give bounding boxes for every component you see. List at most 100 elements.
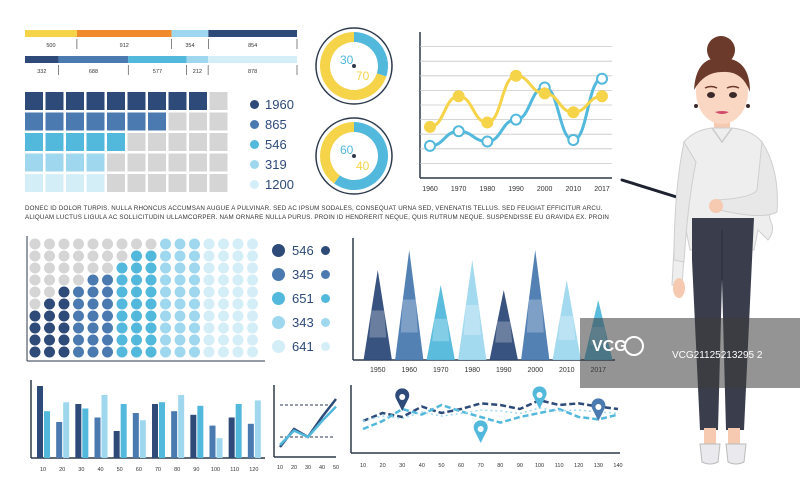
- x-tick-label: 1960: [401, 367, 417, 374]
- matrix-dot: [44, 262, 55, 274]
- dot-matrix-legend: 546 345 651 343 641: [272, 238, 342, 358]
- donut-label: 70: [356, 69, 370, 83]
- bar: [254, 400, 261, 458]
- matrix-dot: [116, 286, 128, 298]
- matrix-dot: [73, 346, 84, 358]
- right-ankle: [728, 428, 740, 446]
- legend-item: 345: [272, 262, 342, 286]
- segment-bar: [186, 56, 209, 63]
- x-tick-label: 10: [40, 467, 46, 473]
- matrix-dot: [102, 286, 113, 298]
- map-pin-hole: [399, 394, 406, 400]
- matrix-dot: [87, 298, 99, 310]
- grid-square: [66, 112, 84, 131]
- x-tick-label: 2017: [594, 186, 610, 193]
- grid-square: [189, 174, 207, 192]
- x-tick-label: 100: [211, 467, 220, 473]
- matrix-dot: [102, 310, 113, 322]
- matrix-dot: [189, 274, 200, 286]
- data-point: [424, 120, 436, 133]
- bar: [235, 404, 242, 458]
- matrix-dot: [218, 322, 229, 334]
- peak-band: [369, 310, 387, 338]
- right-shoe: [725, 443, 747, 465]
- matrix-dot: [247, 250, 258, 262]
- legend-item: 651: [272, 286, 342, 310]
- matrix-dot: [232, 262, 244, 274]
- x-tick-label: 130: [594, 463, 603, 469]
- grid-square: [86, 112, 105, 131]
- x-tick-label: 10: [277, 465, 283, 471]
- bar: [216, 438, 223, 458]
- x-tick-label: 100: [535, 463, 544, 469]
- grid-square: [25, 92, 43, 110]
- matrix-dot: [145, 334, 157, 346]
- matrix-dot: [73, 274, 84, 286]
- bar: [132, 413, 139, 458]
- matrix-dot: [29, 334, 41, 346]
- x-tick-label: 60: [136, 467, 142, 473]
- x-tick-label: 70: [478, 463, 484, 469]
- matrix-dot: [174, 238, 186, 250]
- matrix-dot: [102, 322, 113, 334]
- matrix-dot: [29, 286, 41, 298]
- matrix-dot: [73, 262, 84, 274]
- matrix-dot: [218, 250, 229, 262]
- grid-square: [189, 112, 207, 131]
- matrix-dot: [131, 298, 142, 310]
- bar: [197, 405, 204, 458]
- donut-outline: [315, 27, 393, 105]
- donut-label: 60: [340, 143, 354, 157]
- legend-dot-small: [320, 317, 330, 327]
- matrix-dot: [44, 322, 55, 334]
- data-point: [567, 106, 580, 119]
- matrix-dot: [218, 346, 229, 358]
- grid-square: [25, 153, 43, 172]
- grid-square: [45, 133, 64, 151]
- grid-square: [86, 133, 105, 151]
- legend-dot: [250, 159, 259, 169]
- matrix-dot: [189, 286, 200, 298]
- matrix-dot: [116, 262, 128, 274]
- bar: [94, 417, 101, 458]
- matrix-dot: [189, 250, 200, 262]
- legend-dot: [250, 99, 259, 109]
- matrix-dot: [203, 298, 215, 310]
- legend-dot: [272, 243, 285, 257]
- matrix-dot: [203, 238, 215, 250]
- donut-slice: [320, 32, 387, 101]
- data-point: [481, 135, 494, 148]
- bar: [101, 395, 108, 458]
- peak-triangle: [363, 270, 392, 360]
- matrix-dot: [247, 334, 258, 346]
- matrix-dot: [58, 262, 70, 274]
- matrix-dot: [247, 346, 258, 358]
- matrix-dot: [203, 346, 215, 358]
- matrix-dot: [232, 322, 244, 334]
- matrix-dot: [116, 298, 128, 310]
- legend-dot: [272, 339, 285, 353]
- matrix-dot: [232, 274, 244, 286]
- peak-triangle: [489, 290, 518, 360]
- legend-item: 319: [250, 154, 300, 174]
- matrix-dot: [29, 262, 41, 274]
- data-point: [510, 113, 522, 126]
- route-lines: 10 20 30 40 50 60 70 80 90 100 110 120 130 140: [350, 385, 623, 469]
- bar: [139, 420, 146, 458]
- peak-chart: 19501960197019801990200020102017: [352, 238, 615, 374]
- legend-item: 343: [272, 310, 342, 334]
- trend-line: [279, 398, 337, 448]
- legend-value: 1200: [265, 176, 294, 192]
- matrix-dot: [232, 286, 244, 298]
- grid-square: [66, 133, 84, 151]
- map-pin-hole: [536, 392, 543, 398]
- matrix-dot: [174, 274, 186, 286]
- matrix-dot: [174, 298, 186, 310]
- matrix-dot: [73, 334, 84, 346]
- square-grid: [25, 92, 228, 192]
- matrix-dot: [87, 286, 99, 298]
- data-point: [538, 87, 551, 100]
- x-tick-label: 1990: [496, 367, 512, 374]
